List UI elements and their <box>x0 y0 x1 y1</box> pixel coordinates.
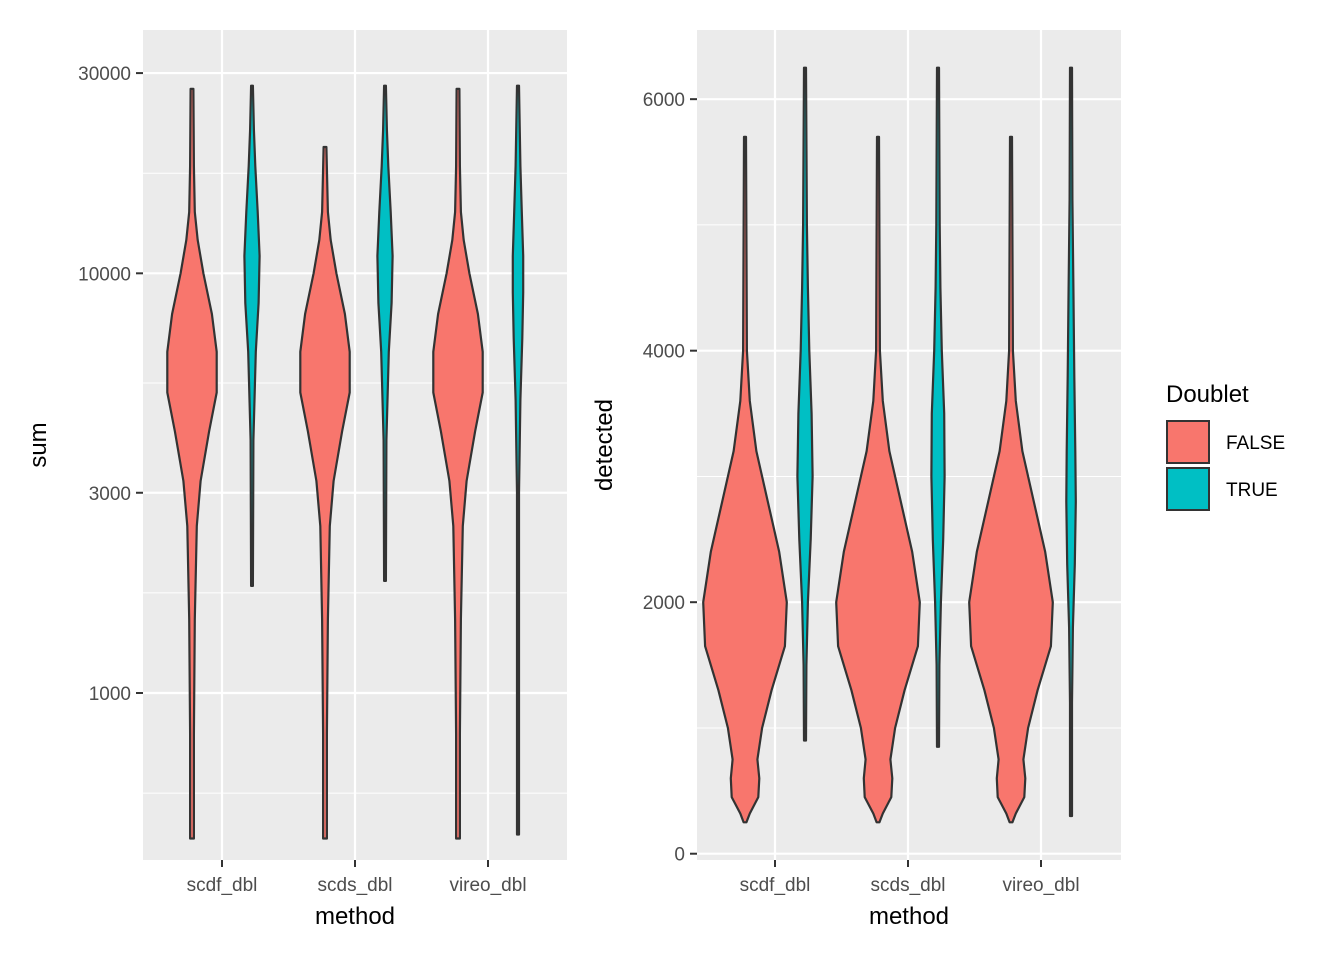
x-axis-title: method <box>869 903 949 930</box>
violin-false-scdf_dbl <box>702 135 788 824</box>
y-tick-label: 30000 <box>78 64 131 85</box>
detected-violin-panel: 0 2000 4000 6000 scdf_dbl scds_dbl vireo_dblme… <box>591 30 1121 930</box>
y-axis-title: detected <box>591 399 618 491</box>
x-tick-label: scdf_dbl <box>187 875 258 896</box>
y-tick-label: 1000 <box>89 684 131 705</box>
x-tick-label: vireo_dbl <box>449 875 526 896</box>
legend-label-true: TRUE <box>1226 480 1278 501</box>
violin-false-scdf_dbl <box>166 87 218 840</box>
violin-true-scdf_dbl <box>243 84 261 587</box>
violin-false-scds_dbl <box>835 135 921 824</box>
violin-true-vireo_dbl <box>1065 66 1077 818</box>
violin-false-vireo_dbl <box>432 87 484 840</box>
legend-swatch-true <box>1166 467 1210 511</box>
violin-true-scdf_dbl <box>796 66 814 742</box>
y-tick-label: 4000 <box>643 342 685 363</box>
y-tick-label: 2000 <box>643 593 685 614</box>
violin-true-vireo_dbl <box>511 84 525 836</box>
y-tick-label: 10000 <box>78 264 131 285</box>
y-tick-label: 3000 <box>89 484 131 505</box>
x-tick-label: scds_dbl <box>318 875 393 896</box>
violin-true-scds_dbl <box>376 84 394 582</box>
violin-true-scds_dbl <box>930 66 946 748</box>
violin-false-scds_dbl <box>299 145 351 840</box>
sum-violin-panel: 1000 3000 10000 30000 scdf_dbl scds_dbl vireo_… <box>25 30 567 930</box>
y-axis-title: sum <box>25 422 52 467</box>
legend-swatch-false <box>1166 420 1210 464</box>
x-tick-label: scdf_dbl <box>740 875 811 896</box>
x-tick-label: scds_dbl <box>871 875 946 896</box>
y-tick-label: 0 <box>674 845 685 866</box>
x-tick-label: vireo_dbl <box>1002 875 1079 896</box>
legend-label-false: FALSE <box>1226 433 1285 454</box>
x-axis-title: method <box>315 903 395 930</box>
legend: Doublet FALSE TRUE <box>1166 381 1285 511</box>
legend-title: Doublet <box>1166 381 1249 408</box>
violin-false-vireo_dbl <box>968 135 1054 824</box>
y-tick-label: 6000 <box>643 90 685 111</box>
